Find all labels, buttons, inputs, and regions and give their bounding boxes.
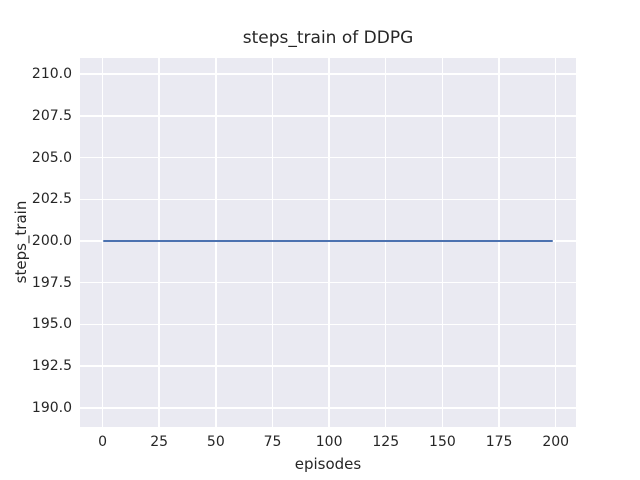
- y-tick-label: 202.5: [31, 191, 72, 208]
- y-tick-label: 195.0: [31, 316, 72, 333]
- plot-area: [80, 58, 576, 427]
- y-tick-label: 192.5: [31, 358, 72, 375]
- gridline-vertical: [498, 58, 500, 427]
- x-tick-label: 100: [315, 434, 343, 450]
- x-tick-label: 200: [542, 434, 570, 450]
- gridline-vertical: [101, 58, 104, 427]
- x-tick-label: 75: [263, 434, 282, 450]
- x-tick-label: 0: [98, 434, 107, 450]
- gridline-vertical: [441, 58, 444, 427]
- gridline-horizontal: [80, 156, 576, 159]
- chart-title: steps_train of DDPG: [242, 28, 414, 48]
- x-tick-label: 125: [372, 434, 400, 450]
- y-tick-label: 190.0: [31, 399, 72, 416]
- gridline-vertical: [271, 58, 274, 427]
- gridline-horizontal: [80, 198, 576, 200]
- y-tick-label: 207.5: [31, 107, 72, 124]
- y-tick-label: 205.0: [31, 149, 72, 166]
- gridline-horizontal: [80, 115, 576, 117]
- x-axis-label: episodes: [294, 455, 362, 473]
- gridline-horizontal: [80, 282, 576, 284]
- gridline-horizontal: [80, 323, 576, 326]
- x-tick-label: 150: [429, 434, 456, 450]
- gridline-vertical: [385, 58, 387, 427]
- x-tick-label: 25: [150, 434, 169, 450]
- x-tick-label: 50: [206, 434, 225, 450]
- gridline-horizontal: [80, 407, 576, 409]
- series-line-steps_train: [102, 239, 554, 243]
- y-tick-label: 197.5: [31, 274, 72, 291]
- gridline-vertical: [555, 58, 557, 427]
- y-tick-label: 200.0: [31, 232, 72, 249]
- x-tick-label: 175: [485, 434, 513, 450]
- gridline-horizontal: [80, 73, 576, 75]
- y-tick-label: 210.0: [31, 66, 72, 83]
- gridline-horizontal: [80, 365, 576, 367]
- gridline-vertical: [158, 58, 160, 427]
- gridline-vertical: [328, 58, 330, 427]
- gridline-vertical: [215, 58, 217, 427]
